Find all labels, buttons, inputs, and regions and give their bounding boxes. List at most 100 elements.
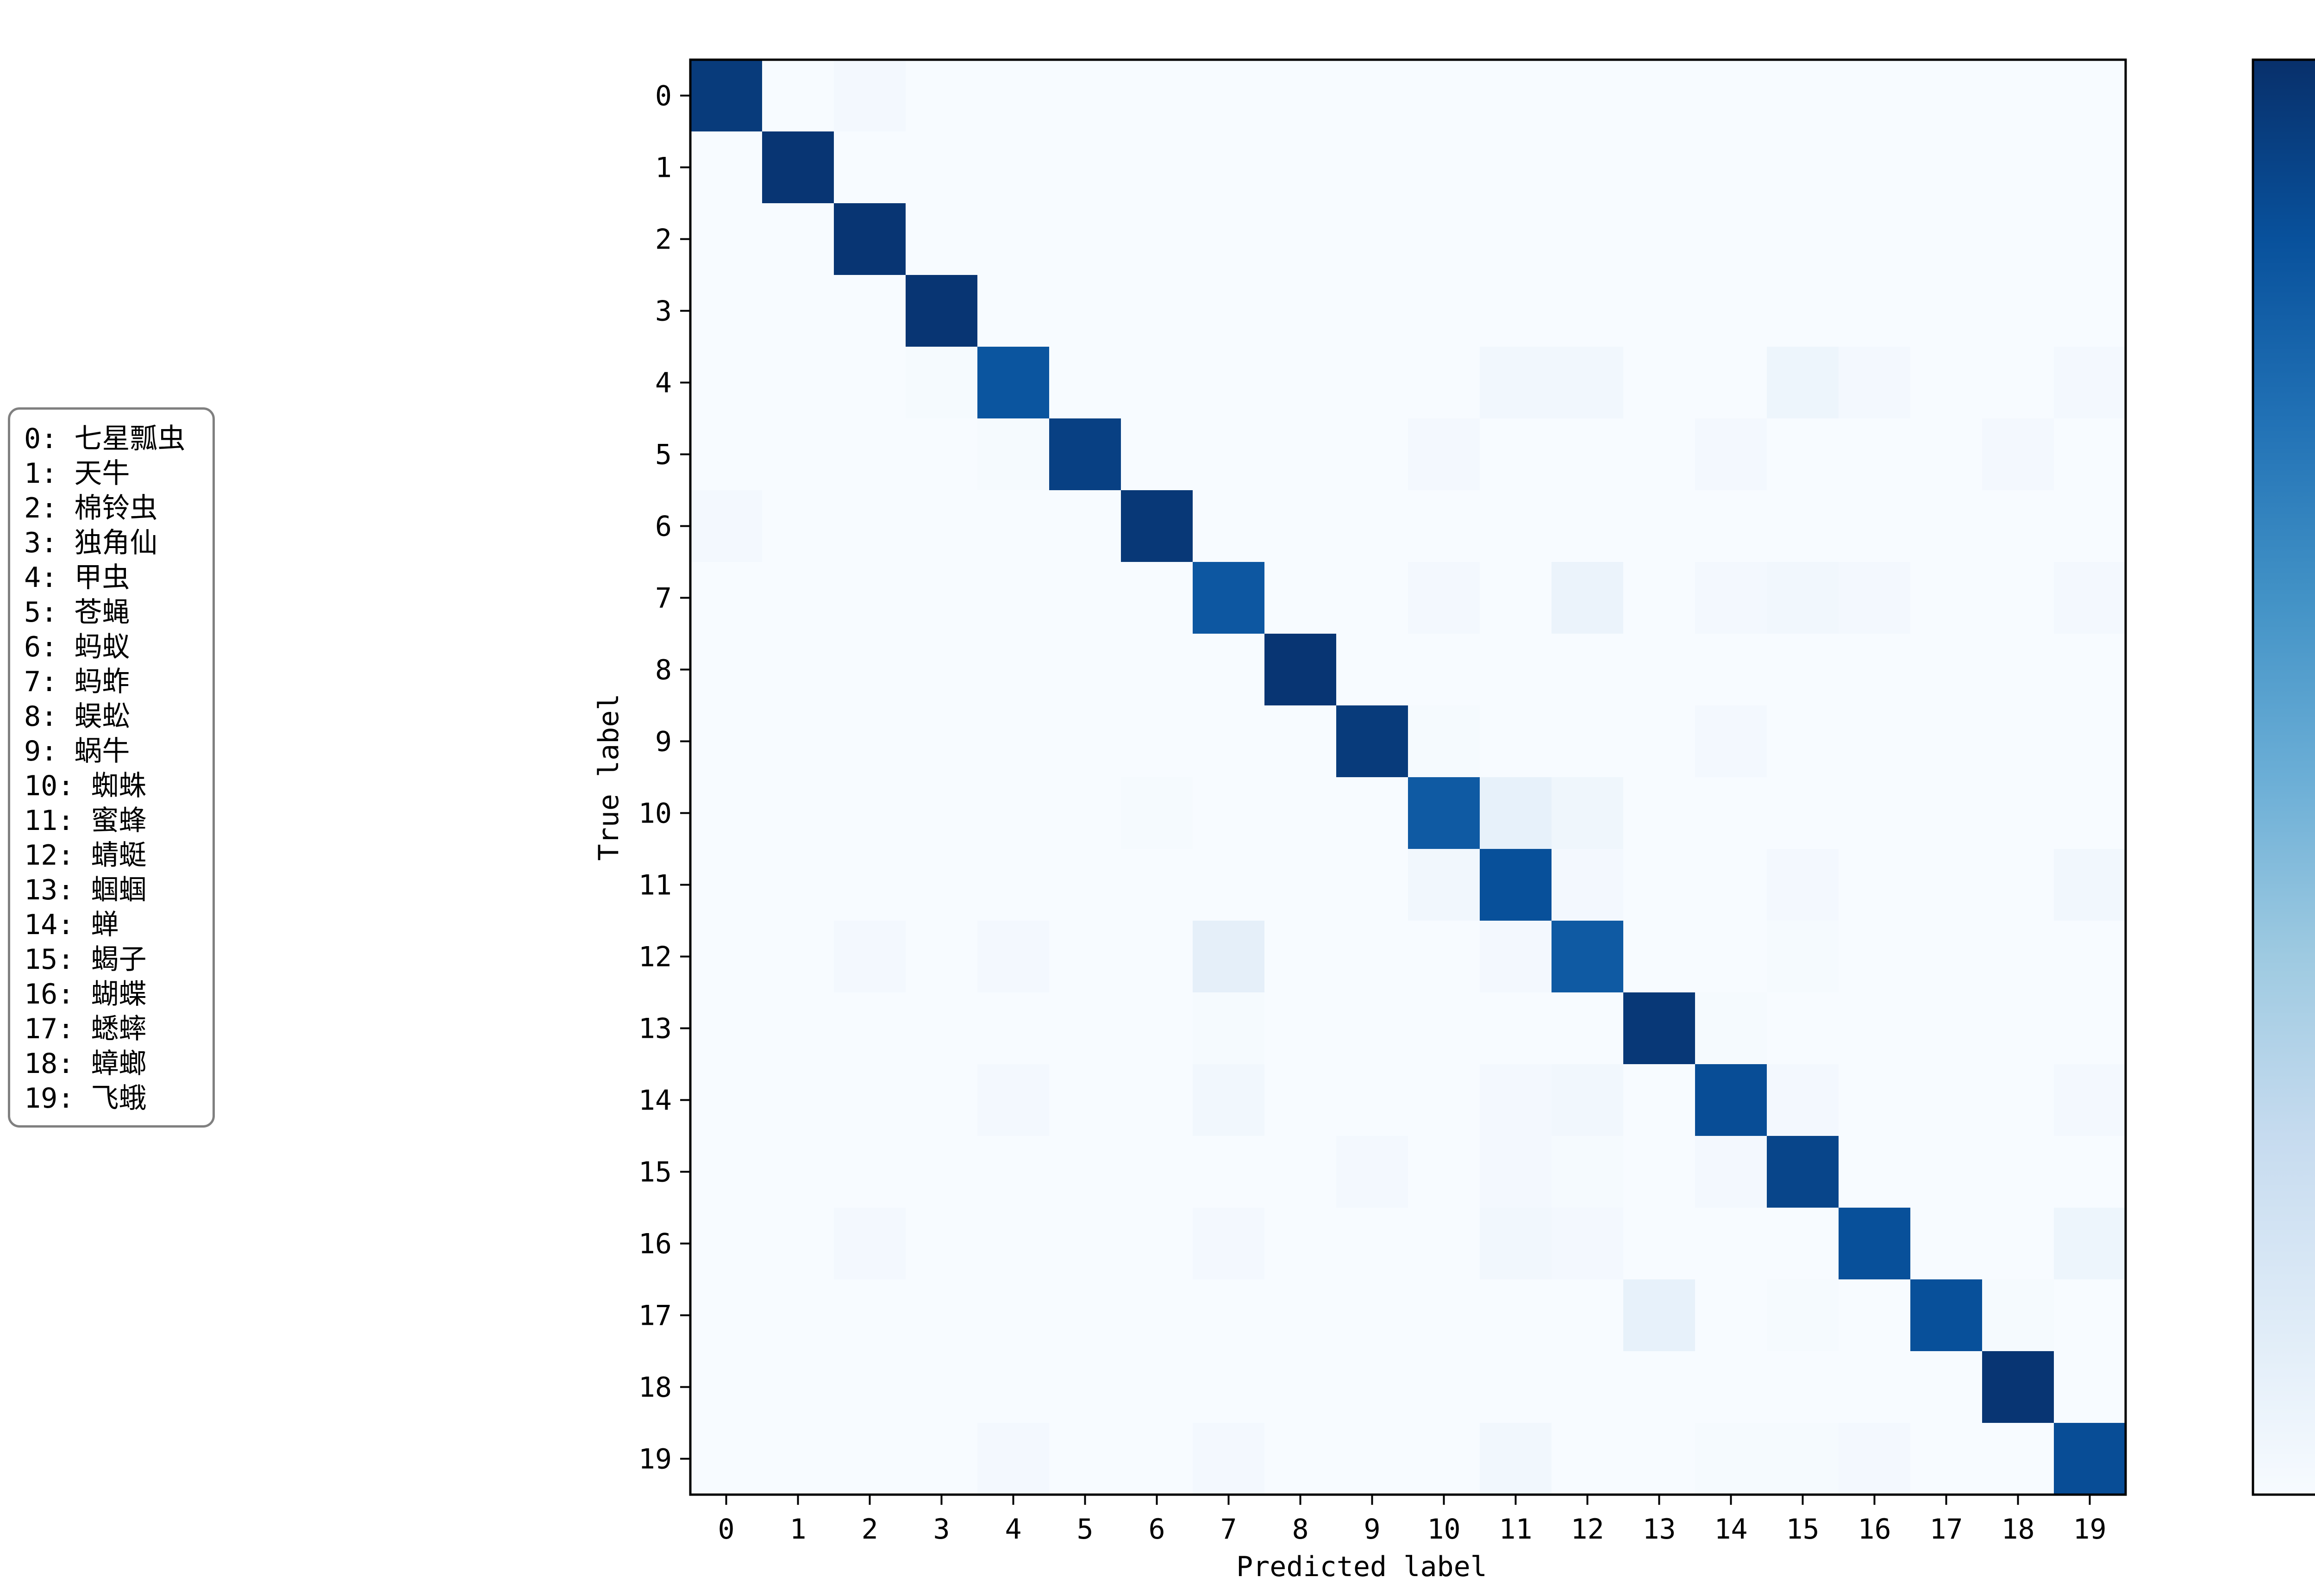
heatmap-cell: [1480, 849, 1552, 921]
x-tick-label: 11: [1499, 1513, 1532, 1546]
heatmap-cell: [2054, 418, 2126, 491]
y-tick-label: 9: [655, 726, 672, 758]
heatmap-cell: [2054, 203, 2126, 275]
heatmap-cell: [690, 275, 763, 347]
y-tick-label: 12: [638, 941, 672, 973]
heatmap-cell: [977, 1279, 1050, 1352]
heatmap-cell: [1839, 849, 1911, 921]
heatmap-cell: [1336, 1136, 1408, 1208]
x-tick-label: 3: [933, 1513, 950, 1546]
heatmap-cell: [1767, 777, 1839, 849]
heatmap-cell: [2054, 705, 2126, 778]
heatmap-cell: [1264, 347, 1337, 419]
heatmap-cell: [1623, 1279, 1696, 1352]
heatmap-cell: [1910, 1351, 1983, 1423]
heatmap-cell: [762, 992, 834, 1065]
heatmap-cell: [1839, 777, 1911, 849]
heatmap-cell: [1695, 1136, 1767, 1208]
x-tick-label: 17: [1929, 1513, 1963, 1546]
heatmap-cell: [1910, 1064, 1983, 1136]
heatmap-cell: [906, 705, 978, 778]
heatmap-cell: [834, 1136, 906, 1208]
heatmap-cell: [1839, 634, 1911, 706]
heatmap-cell: [1121, 418, 1193, 491]
y-tick-label: 3: [655, 295, 672, 328]
x-tick-label: 2: [861, 1513, 878, 1546]
heatmap-cell: [1336, 490, 1408, 562]
heatmap-cell: [906, 1423, 978, 1495]
heatmap-cell: [1910, 921, 1983, 993]
heatmap-cell: [690, 347, 763, 419]
heatmap-cell: [977, 634, 1050, 706]
heatmap-cell: [977, 275, 1050, 347]
heatmap-cell: [1695, 634, 1767, 706]
heatmap-cell: [762, 1423, 834, 1495]
heatmap-cell: [1910, 131, 1983, 204]
heatmap-cell: [1910, 705, 1983, 778]
heatmap-cell: [1552, 1064, 1624, 1136]
heatmap-cell: [2054, 634, 2126, 706]
heatmap-cell: [1264, 1423, 1337, 1495]
heatmap-cell: [1767, 849, 1839, 921]
heatmap-cell: [1623, 418, 1696, 491]
heatmap-cell: [1049, 705, 1121, 778]
heatmap-cell: [1552, 275, 1624, 347]
heatmap-cell: [1049, 1064, 1121, 1136]
heatmap-cell: [977, 418, 1050, 491]
heatmap-cell: [1049, 992, 1121, 1065]
heatmap-cell: [1839, 203, 1911, 275]
x-tick-label: 14: [1714, 1513, 1747, 1546]
heatmap-cell: [1049, 1351, 1121, 1423]
legend-entry: 13: 蝈蝈: [24, 874, 147, 906]
heatmap-cell: [1480, 1279, 1552, 1352]
heatmap-cell: [906, 347, 978, 419]
heatmap-cell: [834, 203, 906, 275]
x-tick-label: 0: [718, 1513, 734, 1546]
heatmap-cell: [762, 562, 834, 634]
legend-entry: 5: 苍蝇: [24, 596, 130, 629]
heatmap-cell: [1767, 131, 1839, 204]
heatmap-cell: [1408, 1208, 1480, 1280]
heatmap-cell: [1767, 921, 1839, 993]
heatmap-cell: [2054, 1279, 2126, 1352]
heatmap-cell: [1336, 634, 1408, 706]
heatmap-cell: [762, 634, 834, 706]
heatmap-cell: [1193, 1208, 1265, 1280]
heatmap-cell: [1408, 1423, 1480, 1495]
x-tick-label: 18: [2001, 1513, 2034, 1546]
heatmap-cell: [1910, 275, 1983, 347]
heatmap-cell: [690, 418, 763, 491]
heatmap-cell: [1049, 562, 1121, 634]
heatmap-cell: [2054, 60, 2126, 132]
heatmap-cell: [1623, 1064, 1696, 1136]
heatmap-cell: [762, 60, 834, 132]
heatmap-cell: [977, 490, 1050, 562]
heatmap-cell: [762, 131, 834, 204]
heatmap-cell: [1408, 705, 1480, 778]
heatmap-cell: [1264, 562, 1337, 634]
heatmap-cell: [1552, 1279, 1624, 1352]
heatmap-cell: [690, 921, 763, 993]
heatmap-cell: [762, 490, 834, 562]
heatmap-cell: [1336, 1279, 1408, 1352]
heatmap-cell: [1839, 418, 1911, 491]
heatmap-cell: [1839, 1423, 1911, 1495]
heatmap-cell: [1408, 275, 1480, 347]
heatmap-cell: [1767, 562, 1839, 634]
heatmap-cell: [762, 1064, 834, 1136]
heatmap-cell: [834, 347, 906, 419]
heatmap-cell: [690, 131, 763, 204]
heatmap-cell: [834, 418, 906, 491]
y-tick-label: 2: [655, 224, 672, 256]
heatmap-cell: [1336, 849, 1408, 921]
heatmap-cell: [834, 1208, 906, 1280]
heatmap-cell: [1408, 1279, 1480, 1352]
heatmap-cell: [1264, 849, 1337, 921]
heatmap-cell: [834, 921, 906, 993]
heatmap-cell: [906, 849, 978, 921]
heatmap-cell: [1839, 705, 1911, 778]
heatmap-cell: [690, 992, 763, 1065]
heatmap-cell: [2054, 1064, 2126, 1136]
heatmap-cell: [1695, 849, 1767, 921]
heatmap-cell: [834, 1064, 906, 1136]
